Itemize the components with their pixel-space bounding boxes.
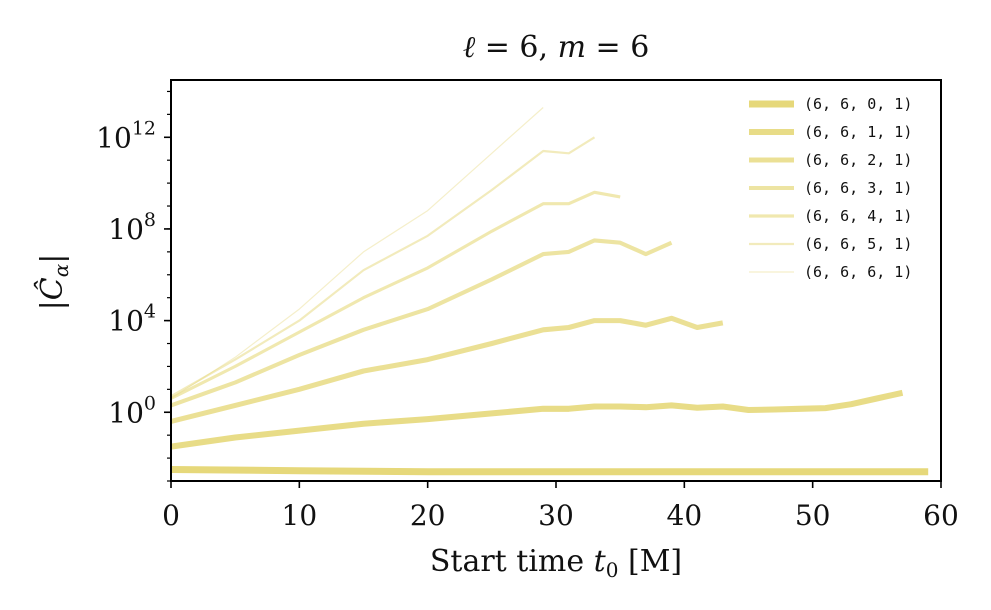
x-axis-label: Start time t0 [M]	[430, 544, 682, 582]
y-label-subscript: α	[49, 263, 73, 277]
series-line-4	[170, 190, 621, 400]
y-tick-label-1: 104	[108, 301, 156, 338]
x-tick-label-2: 20	[410, 499, 446, 532]
y-label-c: Ĉ	[34, 277, 70, 300]
y-tick-label-3: 1012	[96, 117, 156, 154]
x-tick-label-4: 40	[667, 499, 703, 532]
chart-title: ℓ = 6, m = 6	[463, 30, 650, 65]
x-tick-label-6: 60	[923, 499, 959, 532]
legend-label-1: (6, 6, 1, 1)	[804, 123, 912, 141]
series-line-3	[170, 238, 673, 408]
title-m-value: = 6	[586, 30, 649, 65]
legend-label-0: (6, 6, 0, 1)	[804, 95, 912, 113]
title-m-symbol: m	[558, 30, 586, 65]
legend-label-3: (6, 6, 3, 1)	[804, 179, 912, 197]
y-tick-label-2: 108	[108, 209, 156, 246]
series-line-6	[170, 107, 544, 400]
series-line-2	[170, 315, 724, 424]
y-axis-label: |Ĉα|	[34, 254, 73, 311]
x-tick-label-5: 50	[795, 499, 831, 532]
series-line-0	[170, 466, 929, 476]
x-axis-ticks: 0 10 20 30 40 50 60	[162, 481, 959, 532]
title-l-symbol: ℓ	[463, 30, 476, 65]
y-label-bar-left: |	[35, 300, 70, 310]
x-label-subscript: 0	[606, 558, 619, 582]
legend-label-6: (6, 6, 6, 1)	[804, 263, 912, 281]
series-layer	[170, 107, 929, 476]
legend-label-4: (6, 6, 4, 1)	[804, 207, 912, 225]
x-label-prefix: Start time	[430, 544, 594, 579]
legend: (6, 6, 0, 1) (6, 6, 1, 1) (6, 6, 2, 1) (6, …	[749, 95, 912, 281]
y-tick-label-0: 100	[108, 392, 156, 429]
y-axis-ticks: 100 104 108 1012	[96, 90, 171, 482]
x-tick-label-3: 30	[538, 499, 574, 532]
series-line-5	[170, 136, 596, 398]
x-label-suffix: [M]	[618, 544, 682, 579]
y-label-bar-right: |	[35, 254, 70, 264]
x-label-t: t	[594, 544, 607, 579]
legend-label-5: (6, 6, 5, 1)	[804, 235, 912, 253]
series-line-1	[170, 389, 904, 450]
title-l-value: = 6,	[475, 30, 557, 65]
x-tick-label-1: 10	[282, 499, 318, 532]
legend-label-2: (6, 6, 2, 1)	[804, 151, 912, 169]
x-tick-label-0: 0	[162, 499, 180, 532]
